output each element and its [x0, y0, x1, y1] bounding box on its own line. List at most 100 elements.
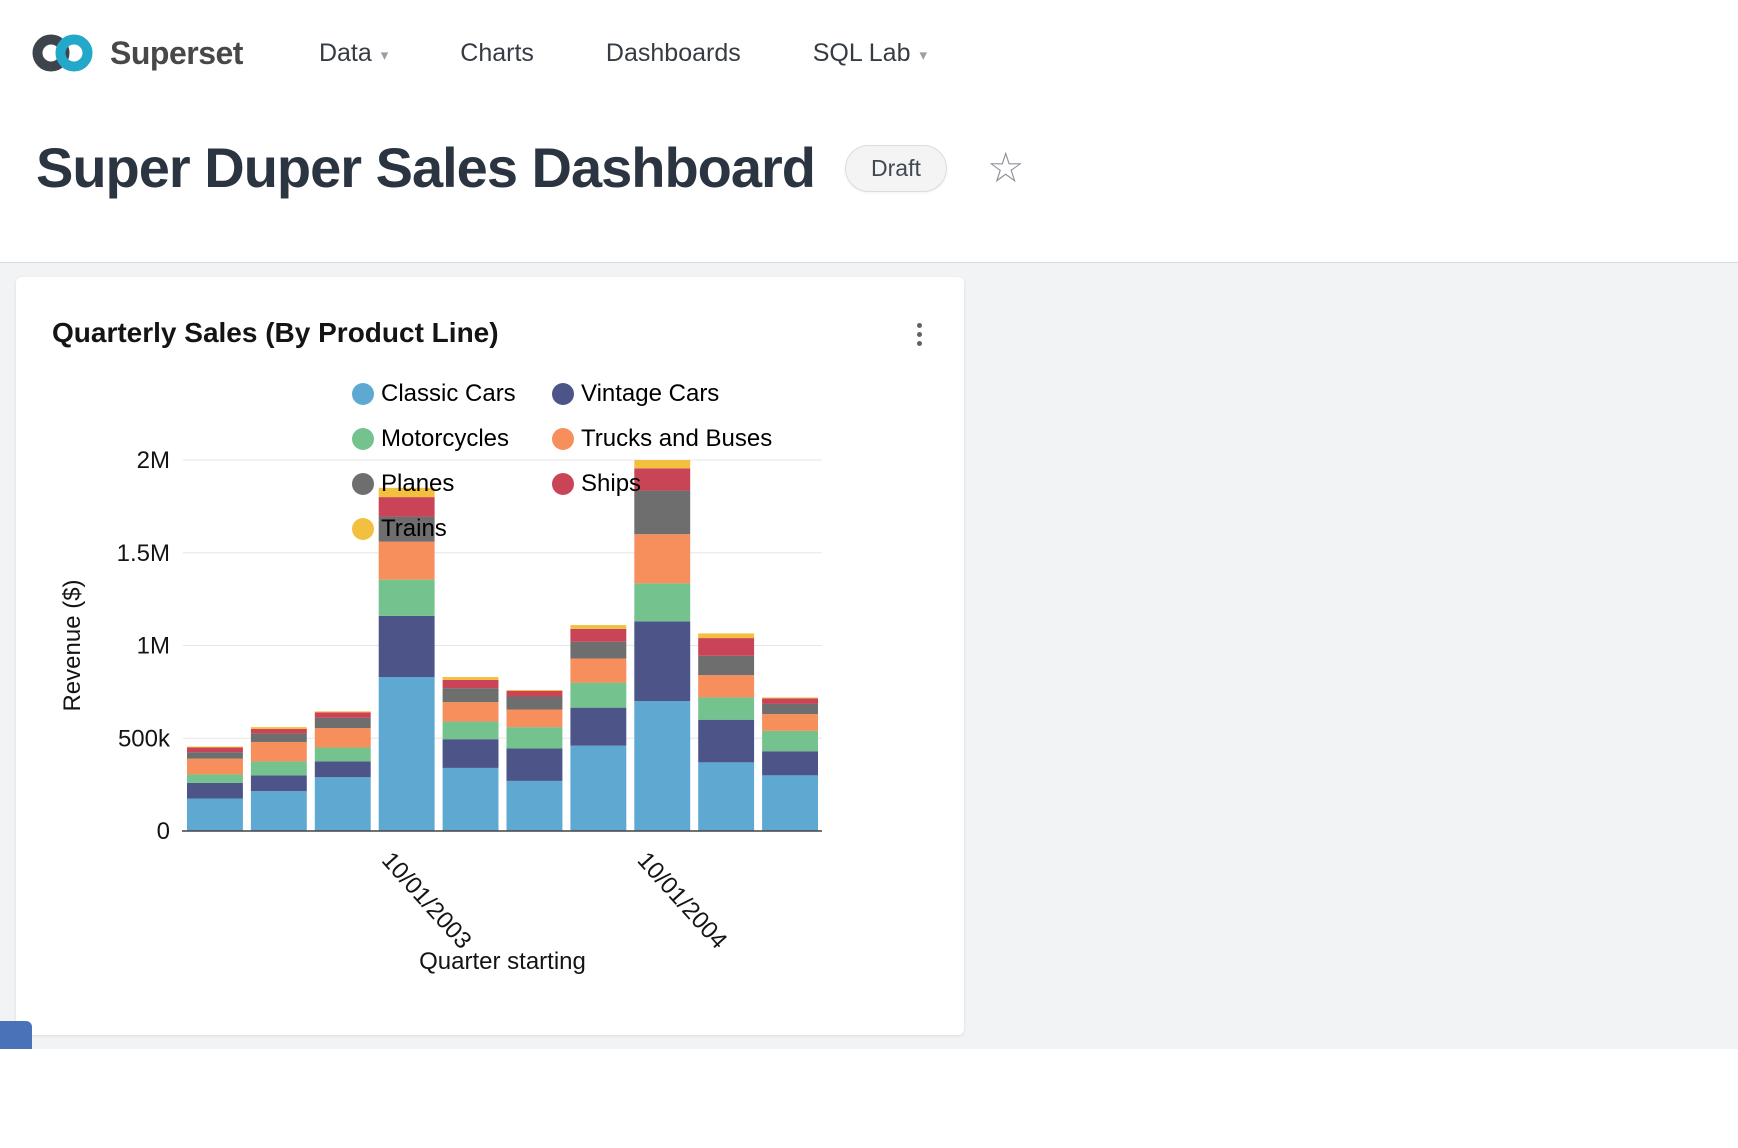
bar-segment[interactable]	[762, 704, 818, 715]
nav-item-dashboards[interactable]: Dashboards	[606, 39, 741, 68]
bar-segment[interactable]	[634, 534, 691, 584]
bar-segment[interactable]	[634, 583, 691, 622]
bar-segment[interactable]	[187, 759, 243, 775]
bar-segment[interactable]	[314, 728, 371, 748]
bar-segment[interactable]	[570, 746, 627, 832]
bar-segment[interactable]	[250, 775, 307, 792]
bar-segment[interactable]	[570, 629, 627, 643]
logo-right-loop	[55, 34, 93, 72]
bar-segment[interactable]	[570, 708, 627, 747]
bar-segment[interactable]	[250, 729, 307, 735]
bar-segment[interactable]	[698, 697, 755, 721]
bar-segment[interactable]	[314, 747, 371, 762]
bar-segment[interactable]	[698, 762, 755, 832]
bar-segment[interactable]	[506, 727, 563, 749]
page-title: Super Duper Sales Dashboard	[36, 136, 816, 199]
bar-segment[interactable]	[187, 783, 243, 799]
bar-segment[interactable]	[634, 460, 691, 469]
bar-segment[interactable]	[187, 746, 243, 748]
status-badge: Draft	[845, 144, 947, 192]
bar-segment[interactable]	[506, 690, 563, 692]
bar-segment[interactable]	[506, 691, 563, 697]
bar-segment[interactable]	[314, 711, 371, 713]
bar-segment[interactable]	[187, 747, 243, 753]
bar-segment[interactable]	[762, 751, 818, 776]
bar-segment[interactable]	[634, 621, 691, 702]
legend-label: Planes	[381, 470, 455, 498]
nav-item-charts[interactable]: Charts	[460, 39, 534, 68]
bar-segment[interactable]	[442, 702, 499, 722]
bar-segment[interactable]	[506, 748, 563, 782]
bar-segment[interactable]	[314, 712, 371, 719]
bar-segment[interactable]	[378, 580, 435, 617]
bar-segment[interactable]	[570, 658, 627, 683]
bar-segment[interactable]	[634, 490, 691, 535]
y-axis-label: Revenue ($)	[59, 580, 86, 712]
bar-segment[interactable]	[762, 697, 818, 699]
bar-segment[interactable]	[442, 739, 499, 769]
bar-segment[interactable]	[762, 731, 818, 752]
bar-segment[interactable]	[378, 616, 435, 678]
bar-segment[interactable]	[698, 638, 755, 657]
bar-segment[interactable]	[187, 798, 243, 832]
bar-segment[interactable]	[698, 720, 755, 763]
bar-segment[interactable]	[378, 497, 435, 517]
kebab-menu-icon[interactable]	[911, 317, 928, 352]
legend-item[interactable]: Planes	[352, 470, 552, 498]
bar-segment[interactable]	[250, 734, 307, 743]
bar-segment[interactable]	[698, 675, 755, 698]
bar-segment[interactable]	[570, 682, 627, 709]
bar-segment[interactable]	[698, 633, 755, 639]
legend-item[interactable]: Motorcycles	[352, 425, 552, 453]
bar-segment[interactable]	[378, 542, 435, 581]
legend-color-dot	[352, 383, 374, 406]
bar-segment[interactable]	[442, 680, 499, 689]
bar-segment[interactable]	[378, 488, 435, 498]
bar-segment[interactable]	[762, 714, 818, 732]
bar-segment[interactable]	[570, 642, 627, 659]
legend-item[interactable]: Trains	[352, 515, 552, 543]
chart-legend: Classic Cars Vintage Cars Motorcycles Truck…	[352, 380, 772, 543]
bar-segment[interactable]	[250, 727, 307, 730]
legend-color-dot	[352, 428, 374, 451]
superset-logo[interactable]: Superset	[26, 28, 243, 78]
bottom-left-blue-tab[interactable]	[0, 1021, 32, 1050]
bar-segment[interactable]	[634, 701, 691, 832]
legend-label: Vintage Cars	[581, 380, 720, 408]
bar-segment[interactable]	[506, 696, 563, 710]
bar-segment[interactable]	[187, 752, 243, 760]
bar-segment[interactable]	[250, 791, 307, 832]
nav-item-label: Charts	[460, 38, 534, 67]
brand-name: Superset	[110, 34, 243, 71]
bar-segment[interactable]	[250, 761, 307, 776]
x-tick-label: 10/01/2003	[376, 847, 476, 954]
nav-item-data[interactable]: Data ▾	[319, 39, 388, 68]
chart-card: 0 500k 1M 1.5M 2M 10/01/2003 10/01/2004 Quarter…	[16, 277, 964, 1036]
bar-segment[interactable]	[698, 656, 755, 676]
bar-segment[interactable]	[442, 677, 499, 681]
bar-segment[interactable]	[314, 718, 371, 729]
bar-segment[interactable]	[442, 721, 499, 740]
bar-segment[interactable]	[762, 775, 818, 832]
bar-segment[interactable]	[570, 625, 627, 630]
bar-segment[interactable]	[250, 742, 307, 762]
bar-segment[interactable]	[187, 774, 243, 784]
legend-item[interactable]: Vintage Cars	[552, 380, 772, 408]
legend-item[interactable]: Trucks and Buses	[552, 425, 772, 453]
bar-segment[interactable]	[314, 761, 371, 778]
nav-item-sql-lab[interactable]: SQL Lab ▾	[813, 39, 927, 68]
bar-segment[interactable]	[314, 777, 371, 832]
bar-segment[interactable]	[442, 768, 499, 832]
legend-item[interactable]: Classic Cars	[352, 380, 552, 408]
bar-segment[interactable]	[378, 677, 435, 832]
chart-title: Quarterly Sales (By Product Line)	[52, 317, 499, 349]
favorite-star-icon[interactable]: ☆	[986, 144, 1025, 192]
legend-item[interactable]: Ships	[552, 470, 772, 498]
bar-segment[interactable]	[442, 688, 499, 703]
bar-segment[interactable]	[506, 781, 563, 832]
bar-segment[interactable]	[634, 468, 691, 491]
bar-segment[interactable]	[378, 516, 435, 543]
bar-segment[interactable]	[762, 698, 818, 705]
legend-color-dot	[352, 518, 374, 541]
bar-segment[interactable]	[506, 709, 563, 728]
